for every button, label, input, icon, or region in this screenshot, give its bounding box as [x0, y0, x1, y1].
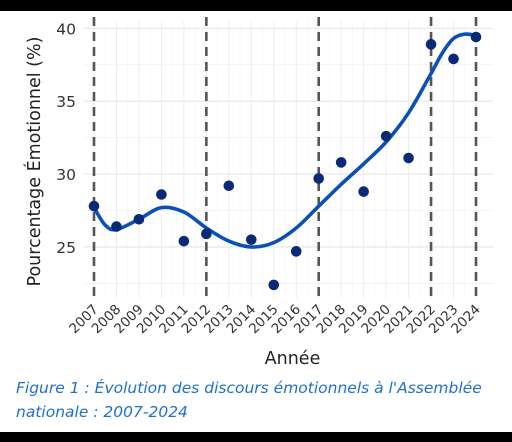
data-point	[335, 157, 347, 168]
data-point	[201, 228, 212, 240]
y-tick-label: 40	[56, 20, 76, 38]
data-point	[223, 180, 235, 192]
y-axis-label: Pourcentage Émotionnel (%)	[23, 37, 45, 287]
caption-line-1: Figure 1 : Évolution des discours émotio…	[16, 379, 482, 397]
election-year-lines	[92, 17, 478, 298]
data-point	[403, 152, 414, 164]
y-tick-labels: 25 30 35 40	[56, 20, 76, 257]
data-points	[88, 31, 482, 291]
emotional-discourse-chart: 25 30 35 40 2007200820092010201120122013201…	[23, 17, 493, 369]
bottom-frame-bar	[0, 432, 512, 442]
x-axis-label: Année	[265, 349, 321, 369]
grid-lines	[84, 21, 493, 298]
data-point	[358, 186, 369, 197]
data-point	[290, 246, 302, 257]
y-tick-label: 25	[56, 239, 76, 257]
y-tick-label: 30	[56, 166, 76, 184]
trend-line	[92, 32, 478, 249]
data-point	[380, 130, 392, 142]
trend-curve	[92, 32, 478, 249]
data-point	[448, 53, 459, 65]
data-point	[111, 221, 122, 232]
top-frame-bar	[0, 0, 512, 11]
x-tick-labels: 2007200820092010201120122013201420152016…	[66, 302, 484, 338]
data-point	[470, 31, 482, 43]
data-point	[245, 234, 257, 245]
caption-line-2: nationale : 2007-2024	[16, 403, 188, 421]
data-point	[425, 39, 437, 50]
data-point	[268, 279, 280, 291]
data-point	[156, 189, 167, 200]
data-point	[178, 235, 190, 247]
figure-caption: Figure 1 : Évolution des discours émotio…	[16, 376, 506, 424]
data-point	[313, 173, 325, 184]
y-tick-label: 35	[56, 93, 76, 111]
data-point	[88, 200, 100, 212]
data-point	[133, 213, 145, 225]
